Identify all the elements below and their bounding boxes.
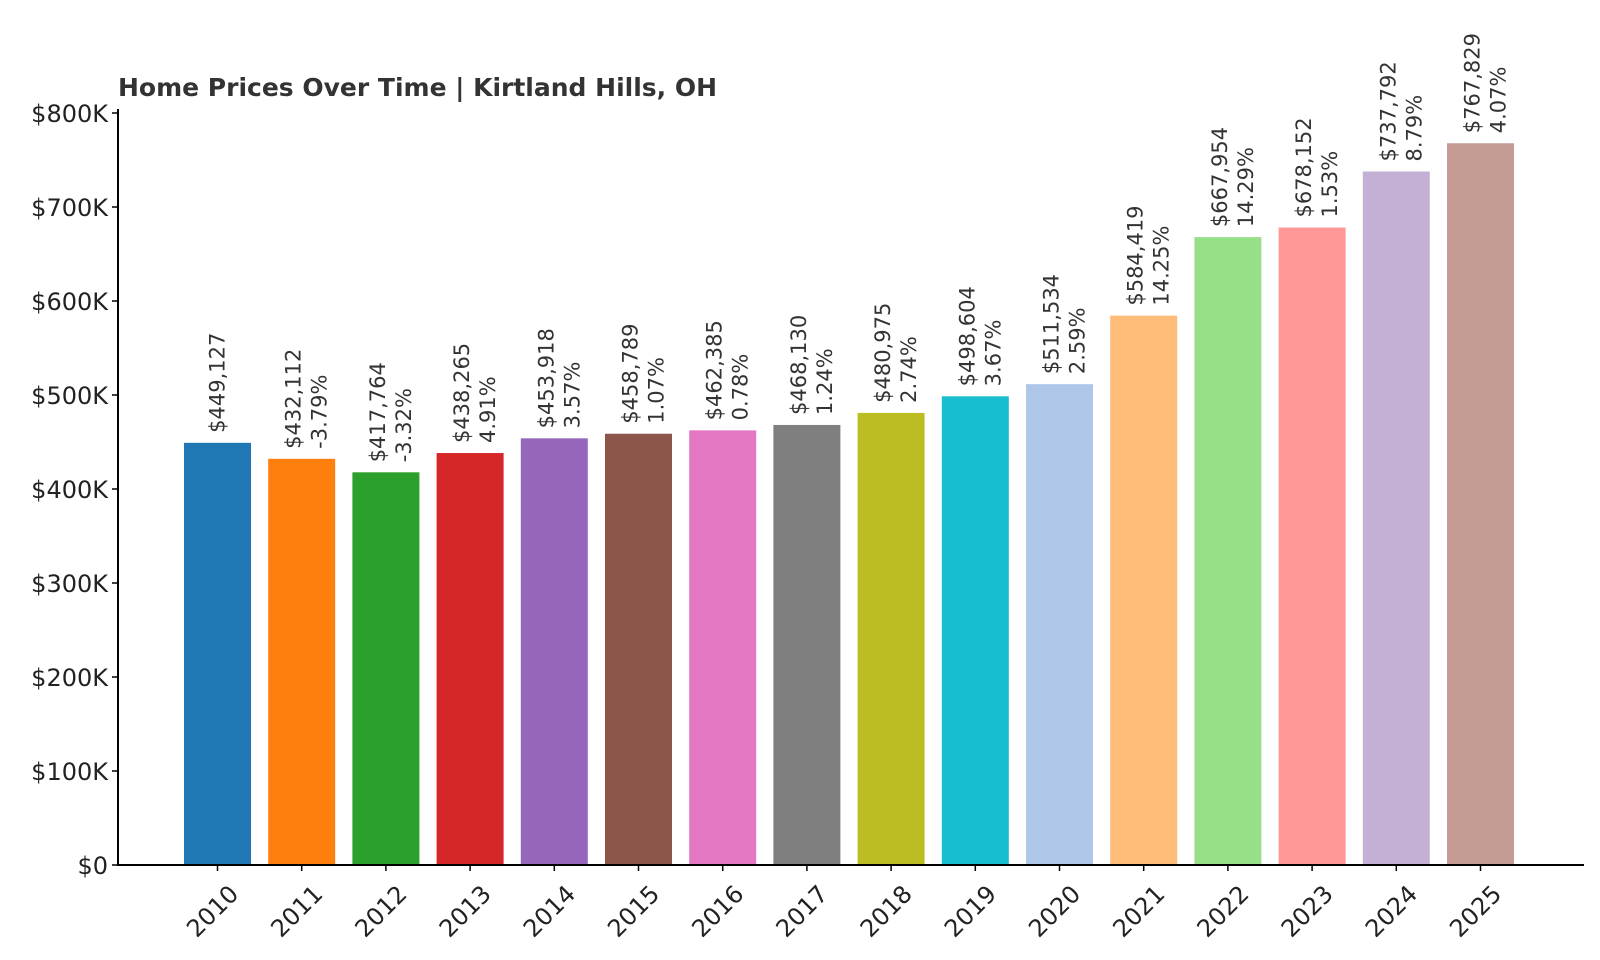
change-label: -3.32%: [392, 388, 416, 462]
x-tick-label: 2023: [1276, 880, 1339, 943]
y-tick-label: $0: [77, 852, 108, 880]
change-label: 3.57%: [560, 362, 584, 429]
x-tick-label: 2024: [1360, 880, 1423, 943]
x-tick-label: 2021: [1107, 880, 1170, 943]
x-tick-label: 2015: [602, 880, 665, 943]
change-label: 1.53%: [1318, 151, 1342, 218]
chart-title: Home Prices Over Time | Kirtland Hills, …: [118, 73, 717, 102]
value-label: $453,918: [534, 328, 558, 428]
y-tick-label: $200K: [31, 664, 109, 692]
bar-2013: [436, 453, 504, 865]
value-label: $498,604: [955, 286, 979, 386]
value-label: $767,829: [1461, 33, 1485, 133]
change-label: -3.79%: [308, 375, 332, 449]
value-label: $458,789: [619, 324, 643, 424]
bar-2017: [773, 424, 841, 865]
bar-2022: [1194, 237, 1262, 866]
bar-2011: [268, 458, 336, 865]
x-tick-label: 2016: [686, 880, 749, 943]
value-label: $438,265: [450, 343, 474, 443]
change-label: 2.74%: [897, 336, 921, 403]
value-label: $449,127: [206, 333, 230, 433]
x-tick-label: 2018: [855, 880, 918, 943]
change-label: 3.67%: [981, 320, 1005, 387]
bar-2025: [1447, 143, 1514, 866]
y-tick-label: $400K: [31, 476, 109, 504]
change-label: 0.78%: [729, 354, 753, 421]
x-tick-label: 2017: [771, 880, 834, 943]
y-tick-label: $100K: [31, 758, 109, 786]
x-axis: 2010 2011 2012 2013 2014 2015 2016 2017 2018 2019…: [181, 865, 1507, 943]
y-tick-label: $800K: [31, 100, 109, 128]
value-label: $584,419: [1124, 205, 1148, 305]
y-axis: $0 $100K $200K $300K $400K $500K $600K $700K $80…: [31, 100, 118, 880]
x-tick-label: 2020: [1023, 880, 1086, 943]
bar-2015: [605, 433, 672, 865]
bar-2019: [941, 396, 1009, 865]
bar-2012: [352, 472, 420, 865]
value-label: $511,534: [1040, 274, 1064, 374]
x-tick-label: 2019: [939, 880, 1002, 943]
bar-2010: [184, 442, 251, 865]
change-label: 4.91%: [476, 376, 500, 443]
y-tick-label: $300K: [31, 570, 109, 598]
bar-2021: [1110, 315, 1178, 866]
x-tick-label: 2025: [1444, 880, 1507, 943]
y-tick-label: $600K: [31, 288, 109, 316]
change-label: 14.29%: [1234, 147, 1258, 227]
bar-2020: [1026, 384, 1093, 865]
y-tick-label: $500K: [31, 382, 109, 410]
value-label: $678,152: [1292, 117, 1316, 217]
change-label: 2.59%: [1066, 307, 1090, 374]
bars: $449,127 $432,112 -3.79% $417,764 -3.32% $438…: [184, 33, 1514, 866]
change-label: 14.25%: [1150, 226, 1174, 306]
value-label: $432,112: [282, 349, 306, 449]
value-label: $417,764: [366, 362, 390, 462]
x-tick-label: 2010: [181, 880, 244, 943]
value-label: $737,792: [1376, 61, 1400, 161]
change-label: 1.07%: [645, 357, 669, 424]
change-label: 1.24%: [813, 348, 837, 415]
x-tick-label: 2014: [518, 880, 581, 943]
value-label: $462,385: [703, 320, 727, 420]
x-tick-label: 2012: [350, 880, 413, 943]
change-label: 4.07%: [1487, 67, 1511, 134]
change-label: 8.79%: [1402, 95, 1426, 162]
bar-2018: [857, 412, 925, 865]
value-label: $468,130: [787, 315, 811, 415]
value-label: $480,975: [871, 303, 895, 403]
bar-2014: [520, 438, 588, 865]
x-tick-label: 2011: [265, 880, 328, 943]
value-label: $667,954: [1208, 127, 1232, 227]
x-tick-label: 2022: [1192, 880, 1255, 943]
y-tick-label: $700K: [31, 194, 109, 222]
bar-2024: [1362, 171, 1430, 865]
bar-2016: [689, 430, 757, 865]
bar-2023: [1278, 227, 1346, 866]
x-tick-label: 2013: [434, 880, 497, 943]
